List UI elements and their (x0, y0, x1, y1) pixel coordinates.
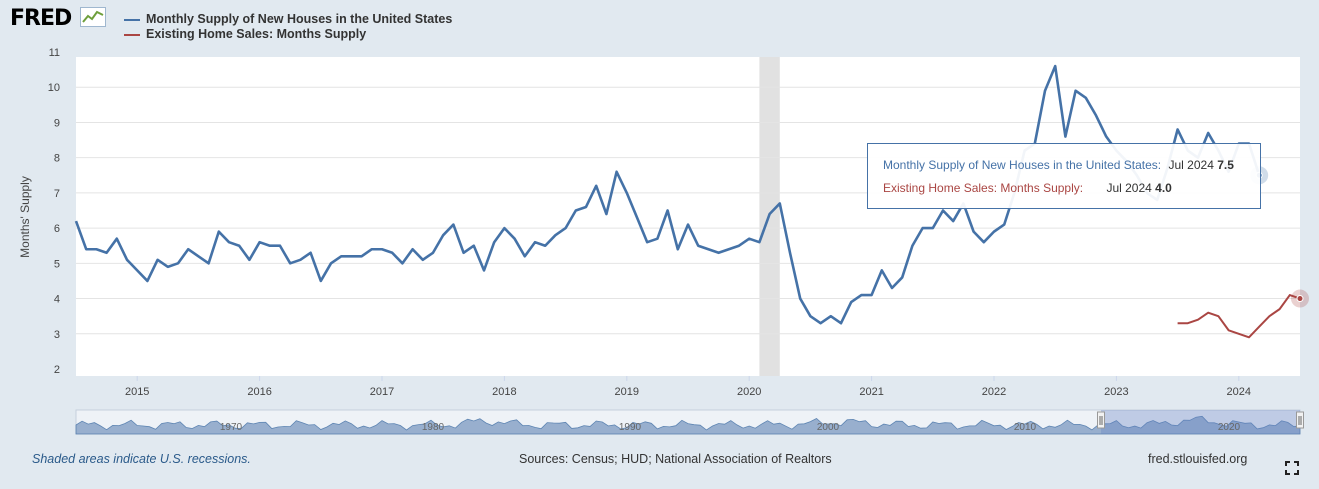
sources-text: Sources: Census; HUD; National Associati… (519, 452, 832, 466)
navigator-right-handle[interactable] (1296, 411, 1304, 429)
x-axis-ticks: 2015 2016 2017 2018 2019 2020 2021 2022 2023 2024 (125, 376, 1251, 398)
y-tick-label: 11 (49, 47, 60, 59)
navigator-left-handle[interactable] (1097, 411, 1105, 429)
y-tick-label: 5 (54, 258, 60, 270)
y-tick-label: 6 (54, 223, 60, 235)
x-tick-label: 2018 (492, 386, 516, 398)
navigator-label: 2000 (817, 422, 840, 433)
legend-swatch (124, 33, 140, 36)
recession-note: Shaded areas indicate U.S. recessions. (32, 452, 251, 466)
series-lines (74, 64, 1301, 339)
plot-area (76, 57, 1300, 376)
legend-label: Existing Home Sales: Months Supply (146, 27, 367, 41)
logo-text: FRED (10, 6, 72, 31)
y-tick-label: 7 (54, 188, 60, 200)
legend-item-new-houses[interactable]: Monthly Supply of New Houses in the Unit… (124, 12, 452, 26)
y-tick-label: 9 (54, 117, 60, 129)
site-link[interactable]: fred.stlouisfed.org (1148, 452, 1248, 466)
series-line (1177, 294, 1301, 339)
y-tick-label: 10 (48, 82, 60, 94)
y-tick-label: 3 (54, 329, 60, 341)
x-tick-label: 2017 (370, 386, 394, 398)
tooltip-series-label: Monthly Supply of New Houses in the Unit… (883, 158, 1162, 172)
navigator-selection[interactable] (1101, 410, 1300, 434)
tooltip: Monthly Supply of New Houses in the Unit… (867, 143, 1261, 209)
tooltip-date: Jul 2024 (1168, 158, 1214, 172)
y-tick-label: 8 (54, 153, 60, 165)
tooltip-value: 4.0 (1155, 181, 1172, 195)
navigator-labels: 1970 1980 1990 2000 2010 2020 (220, 422, 1241, 433)
y-axis-label: Months' Supply (18, 176, 32, 258)
navigator[interactable]: 1970 1980 1990 2000 2010 2020 (75, 409, 1304, 435)
navigator-label: 1970 (220, 422, 243, 433)
y-axis-ticks: 2 3 4 5 6 7 8 9 10 11 (48, 47, 60, 376)
legend-swatch (124, 18, 140, 21)
tooltip-row-new-houses: Monthly Supply of New Houses in the Unit… (883, 158, 1234, 172)
fullscreen-icon[interactable] (1285, 461, 1299, 475)
logo-graph-icon (79, 7, 106, 27)
x-tick-label: 2021 (859, 386, 883, 398)
legend-item-existing-home-sales[interactable]: Existing Home Sales: Months Supply (124, 27, 366, 41)
x-tick-label: 2020 (737, 386, 761, 398)
series-line (74, 64, 1261, 325)
hover-point (1296, 295, 1304, 303)
tooltip-date: Jul 2024 (1106, 181, 1152, 195)
x-tick-label: 2015 (125, 386, 149, 398)
y-tick-label: 2 (54, 364, 60, 376)
x-tick-label: 2019 (615, 386, 639, 398)
tooltip-row-existing: Existing Home Sales: Months Supply: Jul … (883, 181, 1172, 195)
tooltip-series-label: Existing Home Sales: Months Supply: (883, 181, 1084, 195)
navigator-area (75, 415, 1301, 435)
gridlines (76, 86, 1300, 335)
navigator-label: 2020 (1218, 422, 1241, 433)
navigator-label: 1980 (422, 422, 445, 433)
navigator-label: 2010 (1014, 422, 1037, 433)
x-tick-label: 2022 (982, 386, 1006, 398)
tooltip-value: 7.5 (1217, 158, 1234, 172)
y-tick-label: 4 (54, 294, 60, 306)
x-tick-label: 2023 (1104, 386, 1128, 398)
legend-label: Monthly Supply of New Houses in the Unit… (146, 12, 453, 26)
fred-logo[interactable]: FRED (10, 6, 106, 31)
x-tick-label: 2016 (247, 386, 271, 398)
x-tick-label: 2024 (1227, 386, 1251, 398)
navigator-label: 1990 (619, 422, 642, 433)
